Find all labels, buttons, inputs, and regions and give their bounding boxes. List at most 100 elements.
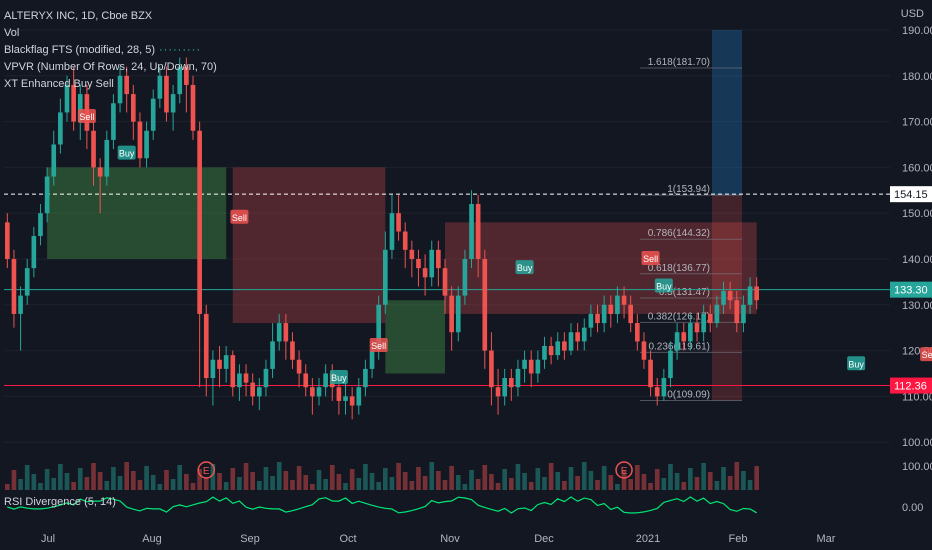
volume-bar	[522, 473, 527, 490]
volume-bar	[303, 475, 309, 490]
y-tick-label: 100.00	[902, 437, 932, 449]
candle-body	[77, 94, 83, 122]
rsi-line	[7, 496, 757, 514]
candle-body	[688, 323, 693, 342]
x-tick-label: Nov	[440, 533, 460, 545]
candle-body	[668, 350, 673, 379]
x-tick-label: Mar	[817, 533, 836, 545]
volume-bar	[542, 477, 547, 490]
volume-bar	[363, 464, 368, 490]
signal-label: Buy	[331, 373, 347, 383]
signal-badge	[654, 278, 673, 293]
volume-bar	[436, 471, 441, 490]
volume-bar	[296, 466, 302, 490]
signal-label: Buy	[848, 359, 864, 369]
volume-bar	[634, 465, 640, 490]
candle-body	[290, 341, 295, 360]
volume-bar	[71, 482, 76, 490]
y-tick-label: 160.00	[902, 162, 932, 174]
volume-bar	[535, 468, 541, 490]
volume-bar	[117, 476, 123, 490]
volume-bar	[38, 483, 43, 490]
volume-bar	[270, 476, 275, 490]
candle-body	[714, 304, 720, 324]
candle-body	[64, 84, 70, 113]
volume-bar	[615, 484, 620, 490]
volume-bar	[104, 481, 110, 490]
candle-body	[303, 373, 309, 388]
volume-bar	[402, 472, 408, 490]
volume-bar	[124, 462, 130, 490]
volume-bar	[157, 484, 163, 490]
signal-badge	[847, 356, 866, 371]
y-tick-label: 130.00	[902, 300, 932, 312]
x-tick-label: Oct	[339, 533, 356, 545]
volume-bar	[170, 479, 176, 490]
candle-body	[548, 345, 554, 356]
candle-body	[416, 258, 421, 269]
price-tag	[890, 281, 932, 298]
candle-body	[707, 313, 713, 324]
volume-bar	[310, 484, 315, 490]
volume-bar	[396, 463, 401, 490]
y-tick-label: 140.00	[902, 254, 932, 266]
volume-bar	[681, 482, 687, 490]
candle-body	[197, 130, 202, 314]
y-tick-label: 190.00	[902, 25, 932, 37]
candle-body	[648, 359, 653, 388]
candle-body	[654, 387, 660, 397]
band-green	[385, 300, 445, 374]
signal-label: Buy	[656, 281, 672, 291]
candle-body	[535, 359, 541, 374]
candle-body	[369, 350, 375, 369]
currency-label: USD	[900, 8, 924, 20]
x-tick-label: 2021	[636, 533, 660, 545]
y-tick-label: 110.00	[902, 391, 932, 403]
volume-bar	[688, 468, 693, 490]
volume-bar	[144, 466, 149, 490]
candle-body	[203, 313, 209, 379]
volume-bar	[329, 465, 335, 490]
volume-bar	[263, 467, 269, 490]
earnings-marker	[197, 461, 216, 479]
signal-badge	[515, 260, 534, 275]
candle-body	[449, 295, 454, 333]
volume-bar	[754, 466, 760, 490]
candle-body	[124, 75, 130, 95]
volume-bar	[91, 463, 96, 490]
volume-bar	[475, 479, 481, 490]
signal-label: Sell	[232, 213, 247, 223]
signal-badge	[117, 145, 136, 160]
volume-bar	[197, 469, 202, 490]
volume-bar	[482, 465, 488, 490]
volume-bar	[389, 477, 395, 490]
volume-bar	[11, 470, 17, 490]
candle-body	[641, 341, 647, 360]
candle-body	[701, 313, 706, 333]
volume-bar	[648, 483, 653, 490]
x-tick-label: Feb	[729, 533, 748, 545]
candle-body	[104, 139, 110, 177]
volume-bar	[382, 468, 388, 490]
volume-bar	[608, 475, 614, 490]
volume-bar	[31, 474, 37, 490]
y-tick-label: 170.00	[902, 117, 932, 129]
candle-body	[601, 304, 607, 324]
candle-body	[276, 323, 282, 342]
fib-label: 0(109.09)	[667, 390, 710, 401]
volume-bar	[741, 471, 746, 490]
volume-bar	[336, 474, 342, 490]
candle-body	[164, 75, 169, 113]
rsi-tick-label: 0.00	[902, 502, 923, 514]
volume-bar	[416, 467, 421, 490]
volume-bar	[51, 478, 57, 490]
candle-body	[522, 359, 527, 369]
indicator-blackflag: Blackflag FTS (modified, 28, 5) ·········	[4, 44, 201, 56]
fib-label: 0.382(126.17)	[648, 311, 710, 322]
volume-bar	[694, 477, 700, 490]
candle-body	[409, 249, 415, 259]
volume-bar	[150, 475, 156, 490]
indicator-vpvr: VPVR (Number Of Rows, 24, Up/Down, 70)	[4, 61, 217, 73]
candle-body	[71, 84, 76, 122]
